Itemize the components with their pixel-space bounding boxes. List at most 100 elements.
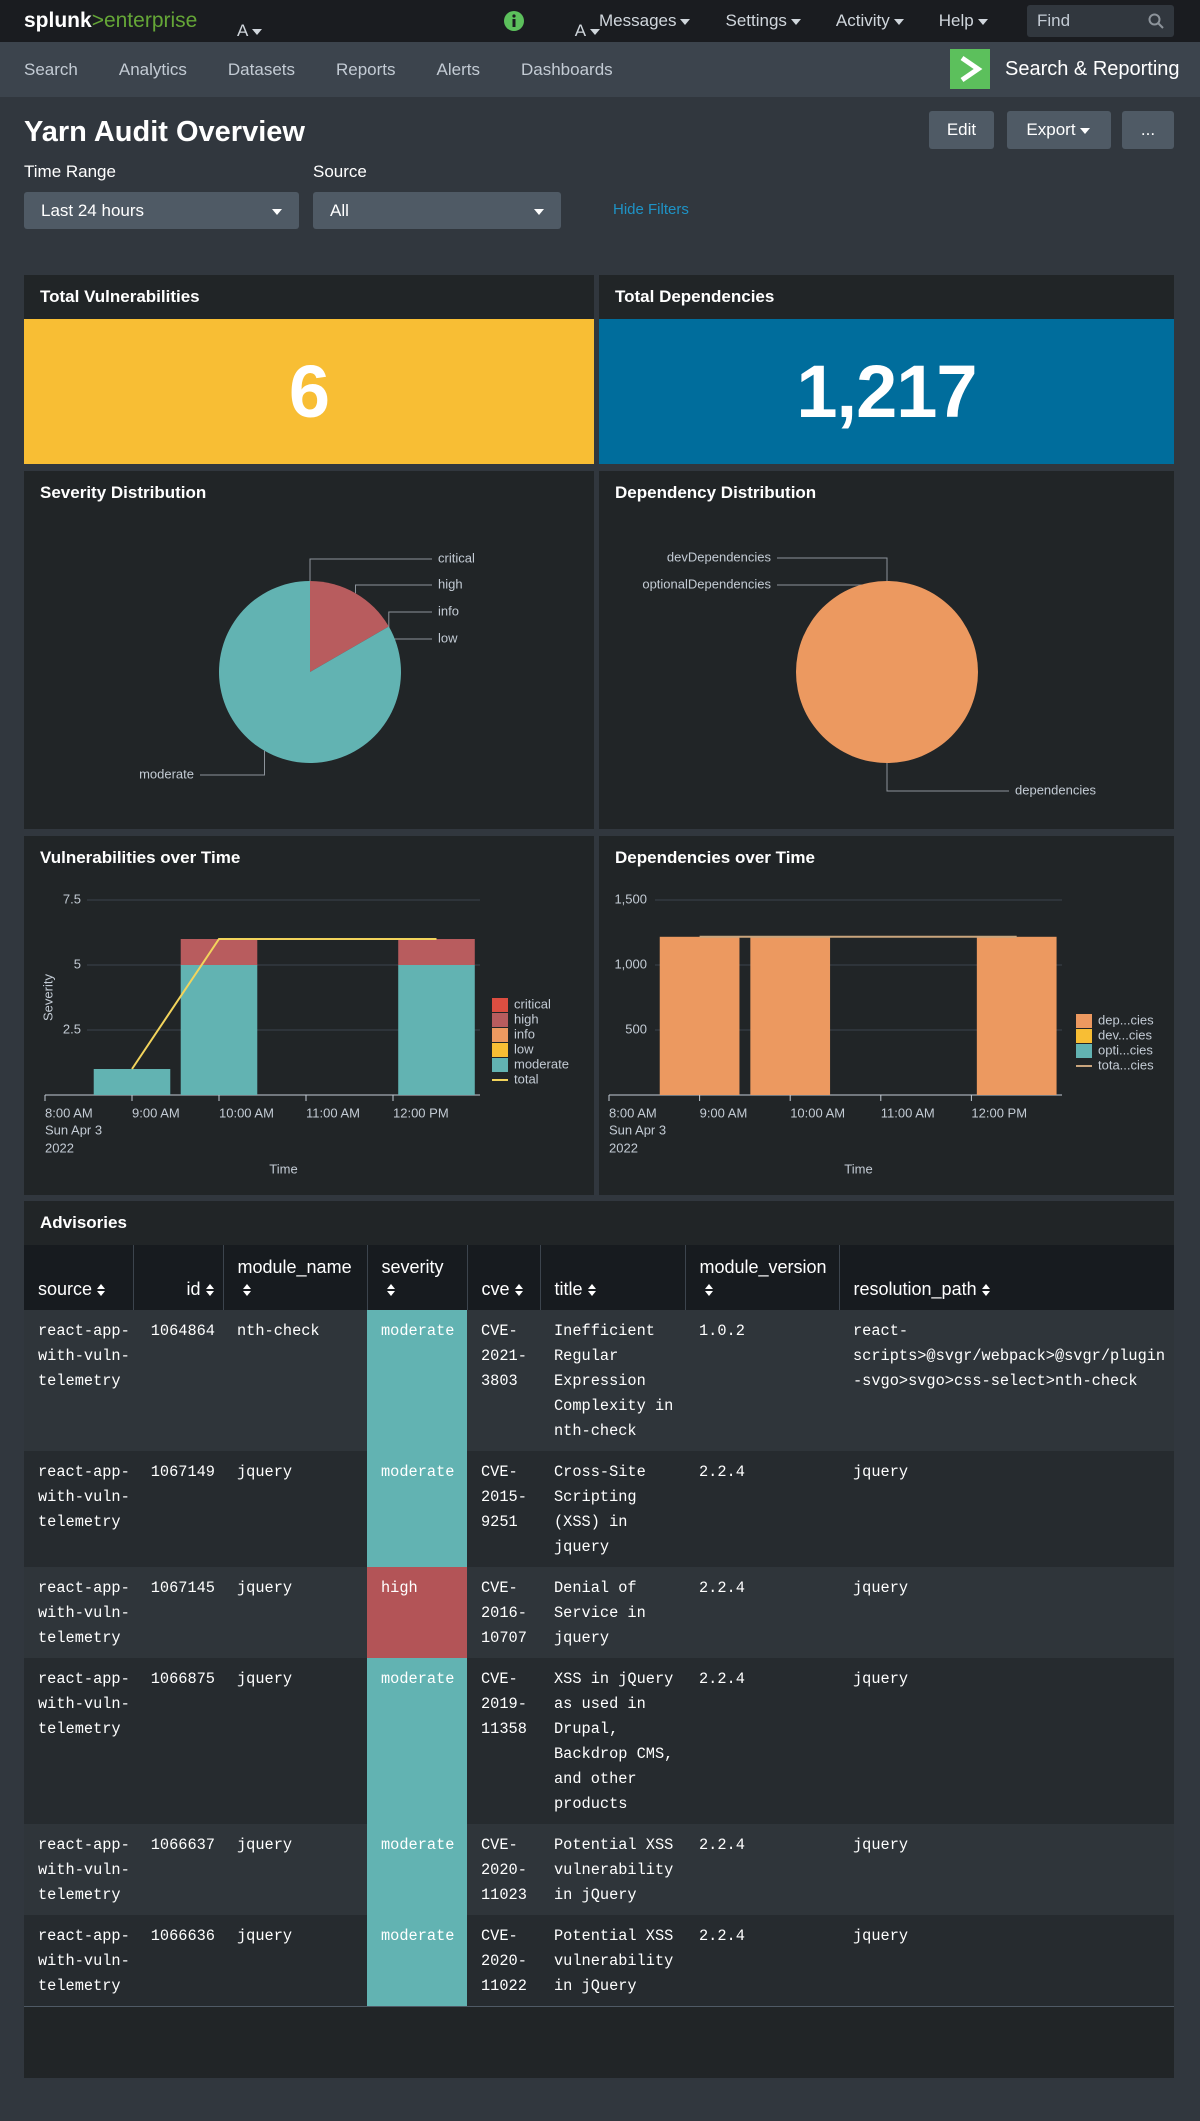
table-cell: 2.2.4 xyxy=(685,1658,839,1824)
slice-label: devDependencies xyxy=(667,549,772,564)
button-label: Edit xyxy=(946,120,977,139)
select-value: All xyxy=(330,201,349,220)
column-header[interactable]: severity xyxy=(366,1245,467,1310)
app-name[interactable]: Search & Reporting xyxy=(1005,58,1180,80)
table-cell: jquery xyxy=(223,1567,367,1658)
column-name: module_name xyxy=(237,1257,352,1277)
table-cell: react-scripts>@svgr/webpack>@svgr/plugin… xyxy=(839,1310,1174,1451)
slice-label: moderate xyxy=(139,766,194,781)
legend-label: total xyxy=(514,1071,539,1086)
menu[interactable]: Activity xyxy=(836,11,906,31)
table-cell: XSS in jQuery as used in Drupal, Backdro… xyxy=(540,1658,685,1824)
legend-label: info xyxy=(514,1026,535,1041)
legend-swatch xyxy=(1076,1029,1092,1043)
user-menu[interactable]: A xyxy=(575,21,602,40)
logo-text: splunk xyxy=(24,9,92,32)
slice-label: optionalDependencies xyxy=(642,576,771,591)
sort-icon[interactable] xyxy=(981,1284,991,1297)
column-header[interactable]: module_version xyxy=(684,1245,839,1310)
chart: critical high info low moderate xyxy=(139,550,475,781)
x-tick-label: 10:00 AM xyxy=(219,1105,274,1120)
table: source id module_name severity cve title modul… xyxy=(24,1245,1174,2007)
sort-icon[interactable] xyxy=(514,1284,524,1297)
table-row: react-app-with-vuln-telemetry 1067149 jque… xyxy=(24,1451,1174,1567)
chart: 500 1,000 1,500 8:00 AM 9:00 AM 10:00 AM 11:00… xyxy=(608,891,1154,1176)
sort-icon[interactable] xyxy=(386,1284,396,1297)
app-tab[interactable]: Dashboards xyxy=(521,59,613,79)
table-row: react-app-with-vuln-telemetry 1066637 jque… xyxy=(24,1824,1174,1915)
legend-swatch xyxy=(492,1058,508,1072)
table-cell: 2.2.4 xyxy=(685,1567,839,1658)
time-range-select[interactable]: Last 24 hours xyxy=(24,192,299,229)
hide-filters-link[interactable]: Hide Filters xyxy=(613,201,689,218)
app-tab[interactable]: Reports xyxy=(336,59,396,79)
table-panel: Advisories source id module_name severity cv… xyxy=(24,1201,1174,2078)
sort-icon[interactable] xyxy=(704,1284,714,1297)
header-row: source id module_name severity cve title modul… xyxy=(24,1245,1174,1310)
menu[interactable]: Messages xyxy=(599,11,692,31)
leader-line xyxy=(777,557,888,581)
table-row: react-app-with-vuln-telemetry 1067145 jque… xyxy=(24,1567,1174,1658)
x-axis-label: Time xyxy=(269,1161,297,1176)
column-header[interactable]: id xyxy=(132,1245,223,1310)
leader-line xyxy=(388,626,432,640)
source-select[interactable]: All xyxy=(313,192,561,229)
app-tab[interactable]: Search xyxy=(24,59,78,79)
more-button[interactable]: ... xyxy=(1122,111,1174,149)
x-tick-label: 12:00 PM xyxy=(393,1105,449,1120)
edit-button[interactable]: Edit xyxy=(929,111,994,149)
sort-icon[interactable] xyxy=(97,1284,106,1297)
table-cell: Inefficient Regular Expression Complexit… xyxy=(540,1310,685,1451)
x-tick-label: 8:00 AM xyxy=(609,1105,657,1120)
leader-line xyxy=(200,750,265,776)
leader-line xyxy=(886,763,1009,792)
table-cell: Cross-Site Scripting (XSS) in jquery xyxy=(540,1451,685,1567)
table-cell: 1067149 xyxy=(133,1451,223,1567)
x-tick-label: 9:00 AM xyxy=(700,1105,748,1120)
app-tab[interactable]: Analytics xyxy=(118,59,187,79)
column-header[interactable]: module_name xyxy=(222,1245,367,1310)
table-cell: react-app-with-vuln-telemetry xyxy=(24,1915,133,2007)
app-bar: Search & Reporting xyxy=(0,42,1200,97)
app-menu[interactable]: A xyxy=(237,21,264,40)
legend-label: dev...cies xyxy=(1098,1027,1152,1042)
legend-label: opti...cies xyxy=(1098,1042,1153,1057)
x-tick-label: 9:00 AM xyxy=(132,1105,180,1120)
legend-swatch xyxy=(1076,1014,1092,1028)
panel-title: Total Vulnerabilities xyxy=(40,287,200,306)
x-tick-label: 12:00 PM xyxy=(971,1105,1027,1120)
button-label: ... xyxy=(1140,120,1156,139)
x-sub-label: 2022 xyxy=(609,1140,638,1155)
app-tab[interactable]: Datasets xyxy=(227,59,295,79)
export-button[interactable]: Export xyxy=(1007,111,1111,149)
button-label: Export xyxy=(1026,120,1091,140)
info-icon[interactable] xyxy=(504,11,524,31)
menus: Messages Settings Activity Help xyxy=(599,0,990,42)
table-cell: moderate xyxy=(367,1824,467,1915)
chart: devDependencies optionalDependencies depen… xyxy=(642,549,1096,797)
app-tab[interactable]: Alerts xyxy=(436,59,480,79)
column-header[interactable]: title xyxy=(539,1245,685,1310)
column-header[interactable]: resolution_path xyxy=(838,1245,1174,1310)
leader-line xyxy=(388,611,432,627)
search-box[interactable]: Find xyxy=(1027,5,1174,37)
column-header[interactable]: source xyxy=(24,1245,133,1310)
legend-label: critical xyxy=(514,996,551,1011)
sort-icon[interactable] xyxy=(587,1284,597,1297)
leader-line xyxy=(309,558,432,581)
chart-panel: 2.5 5 7.5 8:00 AM 9:00 AM 10:00 AM 11:00 AM 12:… xyxy=(24,836,594,1195)
menu[interactable]: Help xyxy=(939,11,990,31)
single-panel: Total Dependencies 1,217 xyxy=(599,275,1174,464)
column-header[interactable]: cve xyxy=(466,1245,540,1310)
y-tick-label: 1,500 xyxy=(614,891,647,906)
x-tick-label: 11:00 AM xyxy=(881,1105,935,1120)
logo[interactable]: splunk>enterprise xyxy=(24,9,197,33)
table-cell: jquery xyxy=(223,1824,367,1915)
table-cell: jquery xyxy=(223,1451,367,1567)
sort-icon[interactable] xyxy=(242,1284,252,1297)
table-cell: 1066637 xyxy=(133,1824,223,1915)
sort-icon[interactable] xyxy=(205,1284,215,1297)
bar xyxy=(180,939,258,965)
menu[interactable]: Settings xyxy=(725,11,802,31)
table-cell: Denial of Service in jquery xyxy=(540,1567,685,1658)
